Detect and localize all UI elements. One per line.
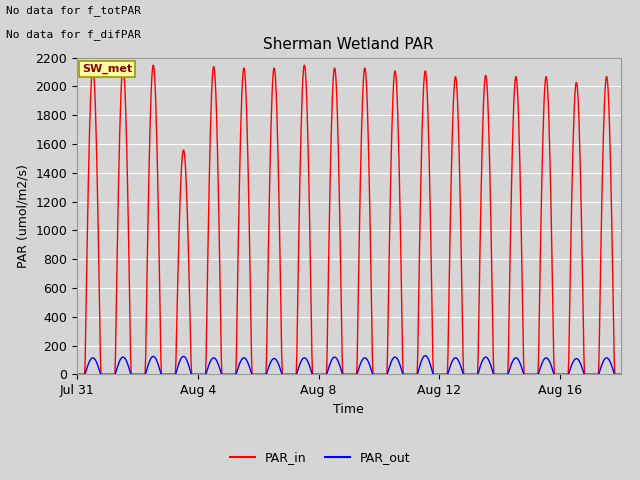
Text: SW_met: SW_met <box>82 64 132 74</box>
Y-axis label: PAR (umol/m2/s): PAR (umol/m2/s) <box>17 164 29 268</box>
Legend: PAR_in, PAR_out: PAR_in, PAR_out <box>225 446 415 469</box>
Title: Sherman Wetland PAR: Sherman Wetland PAR <box>264 37 434 52</box>
Text: No data for f_difPAR: No data for f_difPAR <box>6 29 141 40</box>
Text: No data for f_totPAR: No data for f_totPAR <box>6 5 141 16</box>
X-axis label: Time: Time <box>333 403 364 416</box>
